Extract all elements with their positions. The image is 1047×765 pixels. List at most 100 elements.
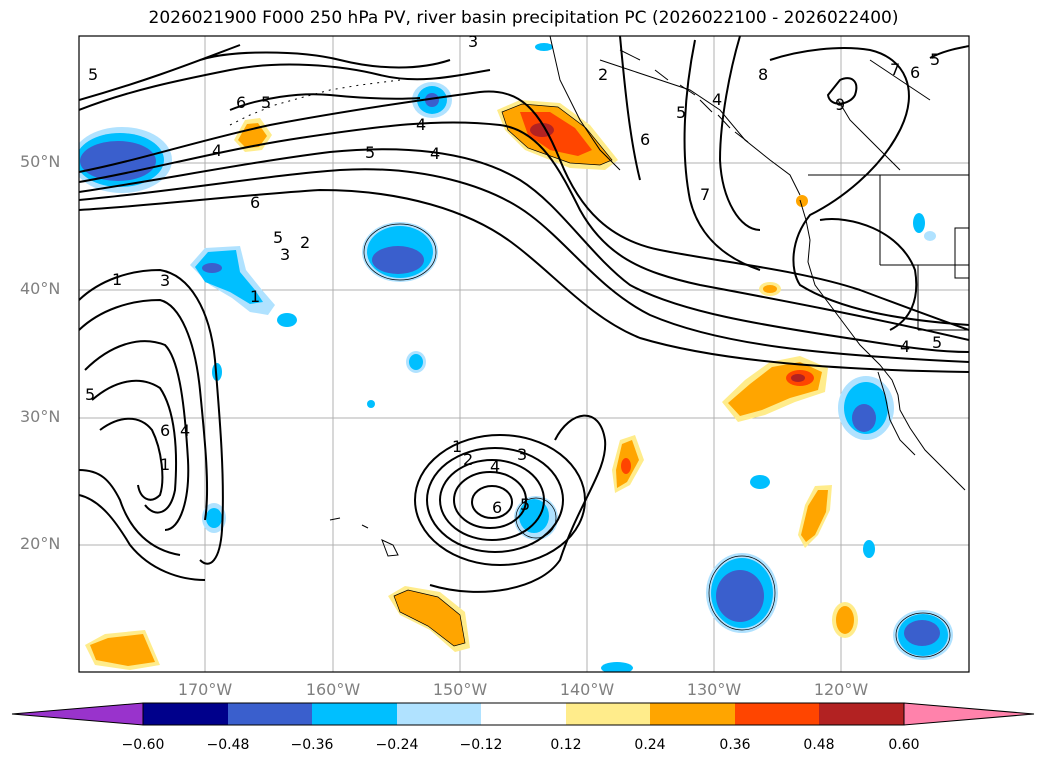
colorbar-bin (566, 703, 650, 725)
pv-cutoff-3 (439, 459, 545, 541)
contour-label: 7 (890, 60, 900, 79)
anomaly-small-dots (202, 43, 936, 672)
pv-contour-labels: 5 6 5 4 5 4 3 2 8 7 6 5 4 9 6 5 3 2 1 3 … (85, 32, 942, 517)
lon-label-150w: 150°W (432, 680, 488, 699)
colorbar-tick: −0.12 (459, 737, 503, 753)
pv-contour-5-east (819, 218, 918, 331)
colorbar-tick: 0.36 (719, 737, 751, 753)
colorbar-tick: 0.60 (888, 737, 920, 753)
lat-label-20n: 20°N (20, 534, 61, 553)
colorbar-bin (481, 703, 566, 725)
contour-label: 6 (910, 63, 920, 82)
pv-contour-trough-5 (99, 417, 164, 501)
contour-label: 4 (416, 115, 426, 134)
anomaly-153w-42n (362, 222, 438, 282)
colorbar-under-arrow (11, 702, 144, 726)
precip-positive-anomalies (85, 100, 858, 670)
anomaly-118w-30n (838, 376, 894, 440)
contour-label: 1 (250, 287, 260, 306)
anomaly-122w-22n (798, 485, 832, 548)
contour-label: 5 (676, 103, 686, 122)
pv-contour-9 (826, 77, 858, 105)
anomaly-114w-12n (893, 610, 953, 660)
contour-label: 5 (932, 333, 942, 352)
contour-label: 1 (452, 437, 462, 456)
colorbar-tick: 0.48 (803, 737, 835, 753)
pv-contour-2 (79, 148, 969, 353)
contour-label: 4 (490, 457, 500, 476)
precip-negative-anomalies (79, 43, 953, 672)
pv-contour-1b (79, 188, 969, 373)
contour-label: 6 (250, 193, 260, 212)
contour-label: 6 (492, 498, 502, 517)
pv-contour-4 (79, 90, 969, 331)
colorbar-tick: −0.48 (206, 737, 250, 753)
colorbar-tick: −0.24 (375, 737, 419, 753)
contour-label: 1 (160, 455, 170, 474)
pv-contour-trough-3 (84, 340, 190, 531)
pv-contour-trough-6 (79, 469, 181, 556)
colorbar-bin (819, 703, 904, 725)
anomaly-138w-25n (612, 435, 644, 493)
lat-label-50n: 50°N (20, 152, 61, 171)
canada-rivers (837, 59, 931, 171)
us-west-coast (799, 199, 966, 491)
pv-contour-6-north (79, 63, 491, 111)
colorbar-tick: −0.60 (121, 737, 165, 753)
baja-california (877, 371, 916, 456)
colorbar-bin (650, 703, 735, 725)
lon-label-140w: 140°W (559, 680, 615, 699)
lon-label-130w: 130°W (686, 680, 742, 699)
pv-contour-6-east (683, 39, 761, 271)
contour-label: 3 (280, 245, 290, 264)
shading-outlines (363, 103, 951, 658)
colorbar-bin (735, 703, 819, 725)
contour-label: 4 (180, 421, 190, 440)
lat-label-30n: 30°N (20, 407, 61, 426)
pv-contour-1 (79, 168, 969, 363)
contour-label: 5 (520, 495, 530, 514)
contour-label: 2 (463, 450, 473, 469)
contour-label: 7 (700, 185, 710, 204)
contour-label: 5 (88, 65, 98, 84)
contour-label: 5 (365, 143, 375, 162)
colorbar-tick: 0.24 (634, 737, 666, 753)
pv-contour-5-ne (929, 45, 969, 59)
colorbar-bin (312, 703, 397, 725)
lat-label-40n: 40°N (20, 279, 61, 298)
coastlines (229, 36, 969, 557)
anomaly-123w-32n (722, 356, 828, 422)
pv-contour-5-north (79, 44, 451, 101)
contour-label: 1 (112, 270, 122, 289)
lon-label-120w: 120°W (813, 680, 869, 699)
pv-contour-short (229, 93, 421, 111)
colorbar-bin (143, 703, 228, 725)
contour-label: 4 (212, 141, 222, 160)
anomaly-west-50n (79, 127, 172, 193)
contour-label: 4 (430, 144, 440, 163)
contour-label: 2 (598, 65, 608, 84)
anomaly-128w-15n (706, 553, 778, 633)
colorbar-bin (228, 703, 312, 725)
anomaly-small-warm (759, 195, 858, 638)
pv-contour-trough-4 (91, 379, 178, 514)
lon-label-160w: 160°W (305, 680, 361, 699)
pv-contour-trough-1 (79, 268, 224, 565)
contour-label: 8 (758, 65, 768, 84)
contour-label: 3 (468, 32, 478, 51)
contour-label: 3 (160, 271, 170, 290)
political-borders (808, 174, 969, 331)
colorbar-tick: 0.12 (550, 737, 582, 753)
pv-cutoff-5 (471, 485, 513, 519)
pv-contour-7 (769, 47, 969, 326)
contour-label: 5 (930, 50, 940, 69)
contour-label: 5 (85, 385, 95, 404)
map-frame (78, 35, 970, 673)
lon-label-170w: 170°W (177, 680, 233, 699)
anomaly-170w-42n (190, 246, 297, 327)
contour-label: 6 (160, 421, 170, 440)
anomaly-143w-53n (497, 100, 618, 170)
contour-label: 2 (300, 233, 310, 252)
pv-cutoff-outer (429, 414, 607, 593)
